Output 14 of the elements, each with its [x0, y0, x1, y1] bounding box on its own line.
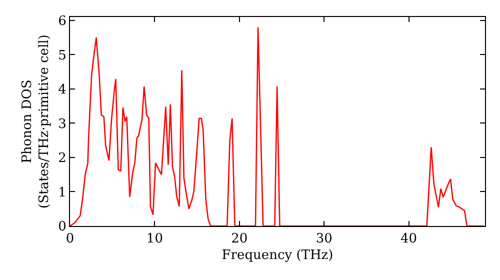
line-series — [70, 26, 485, 226]
y-tick-label: 5 — [58, 48, 66, 64]
y-tick-label: 2 — [58, 151, 66, 166]
x-tick-label: 40 — [400, 232, 418, 247]
y-tick-label: 3 — [58, 116, 66, 132]
x-tick-label: 10 — [146, 232, 163, 247]
x-tick-label: 20 — [231, 232, 248, 247]
y-tick-label: 4 — [58, 82, 66, 98]
x-axis-title: Frequency (THz) — [222, 248, 334, 264]
y-tick-label: 0 — [58, 220, 66, 235]
y-axis-title: Phonon DOS (States/THz·primitive cell) — [20, 34, 52, 209]
x-tick-label: 30 — [316, 232, 332, 247]
y-tick-label: 1 — [58, 185, 66, 200]
y-tick-label: 6 — [58, 14, 66, 29]
